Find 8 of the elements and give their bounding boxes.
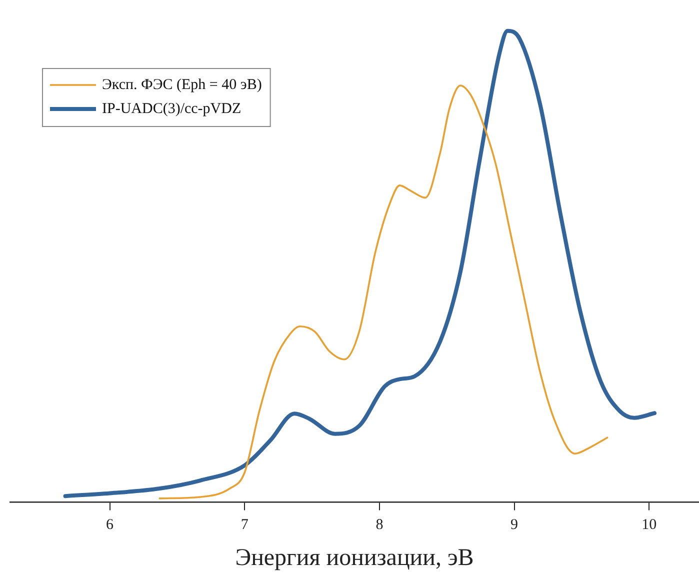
x-tick-label: 8 bbox=[376, 517, 384, 534]
x-tick-label: 10 bbox=[642, 517, 657, 534]
legend-label: IP-UADC(3)/cc-pVDZ bbox=[102, 100, 242, 117]
x-tick-label: 7 bbox=[240, 517, 249, 534]
x-tick-label: 6 bbox=[106, 517, 114, 534]
legend-label: Эксп. ФЭС (Eph = 40 эВ) bbox=[102, 76, 262, 93]
x-tick-label: 9 bbox=[510, 517, 518, 534]
x-axis-title: Энергия ионизации, эВ bbox=[235, 544, 474, 571]
